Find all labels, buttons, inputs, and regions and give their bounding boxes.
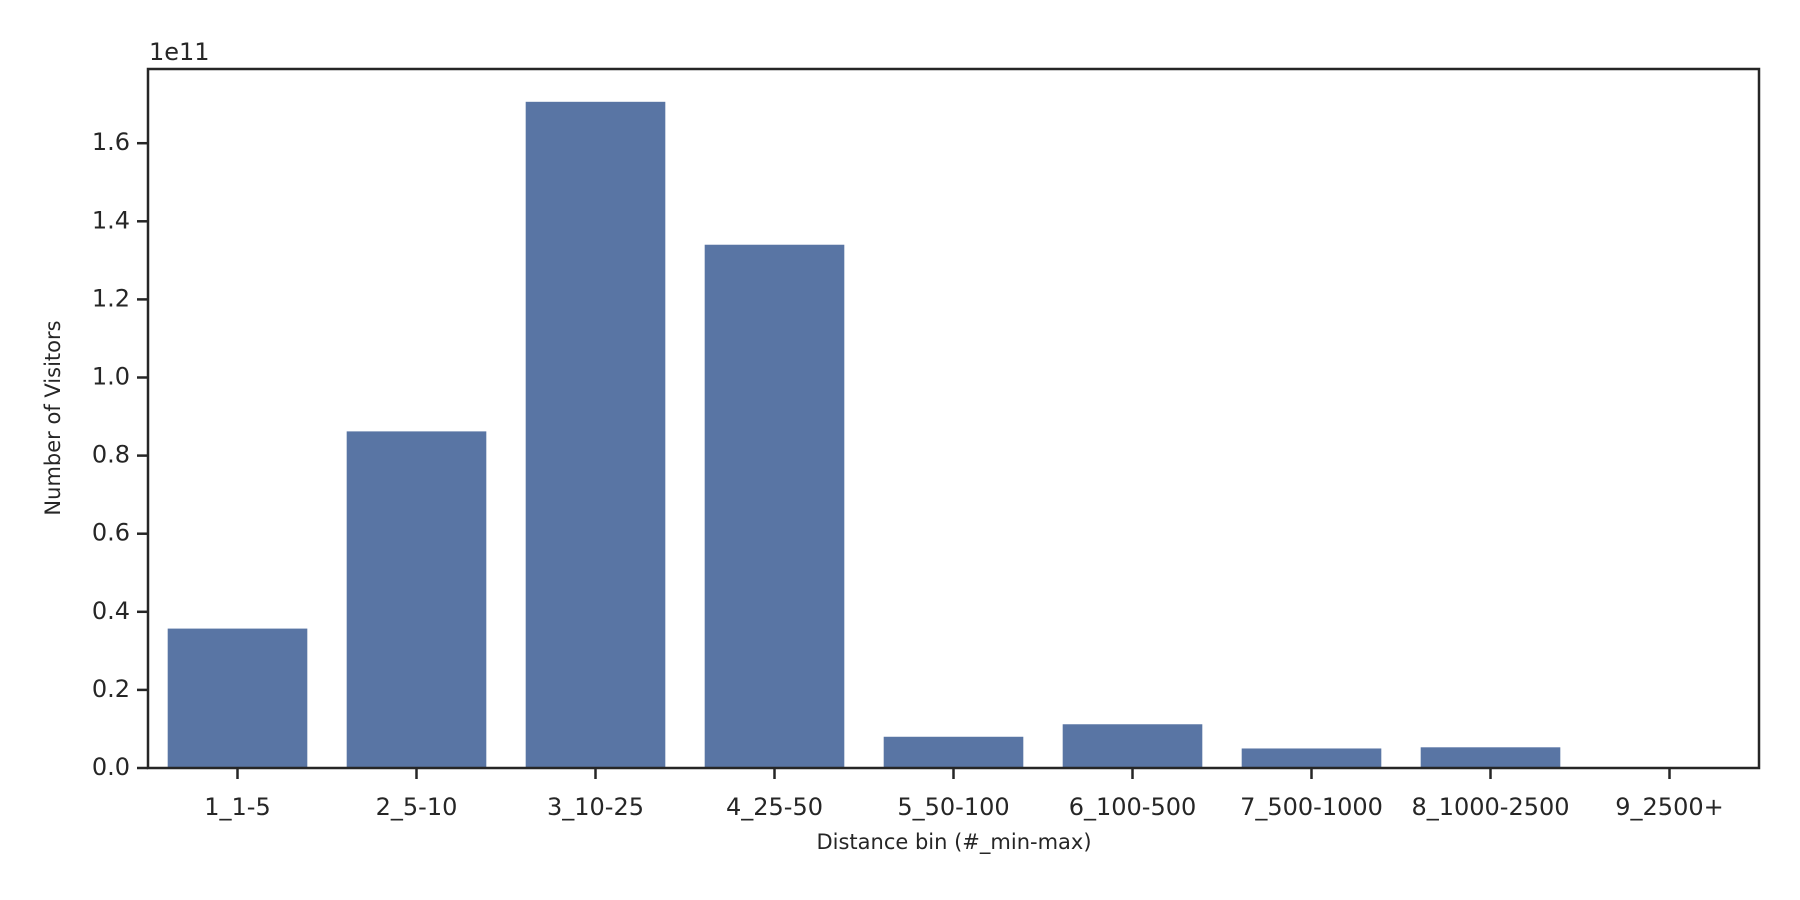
bar: [1241, 748, 1382, 768]
bar: [704, 244, 845, 768]
y-tick-label: 0.6: [92, 519, 130, 547]
y-tick-label: 1.2: [92, 284, 130, 312]
bar: [346, 431, 487, 768]
y-tick-label: 1.0: [92, 362, 130, 390]
x-axis-label: Distance bin (#_min-max): [816, 830, 1091, 855]
x-tick-label: 8_1000-2500: [1411, 793, 1569, 821]
x-tick-label: 5_50-100: [897, 793, 1009, 821]
y-offset-label: 1e11: [149, 38, 210, 66]
plot-frame: [146, 67, 1761, 770]
bar: [883, 736, 1024, 768]
y-tick-label: 0.8: [92, 441, 130, 469]
x-tick-label: 2_5-10: [376, 793, 458, 821]
x-tick-label: 3_10-25: [547, 793, 644, 821]
bar: [525, 101, 666, 768]
y-tick-label: 0.0: [92, 753, 130, 781]
x-tick-label: 1_1-5: [204, 793, 270, 821]
y-axis-label: Number of Visitors: [41, 320, 65, 515]
y-tick-label: 1.6: [92, 128, 130, 156]
bar: [1062, 724, 1203, 768]
x-tick-label: 9_2500+: [1615, 793, 1723, 821]
y-tick-label: 1.4: [92, 206, 130, 234]
x-tick-label: 7_500-1000: [1240, 793, 1383, 821]
bar: [167, 628, 308, 768]
y-tick-label: 0.4: [92, 597, 130, 625]
x-tick-label: 6_100-500: [1069, 793, 1197, 821]
x-tick-label: 4_25-50: [726, 793, 823, 821]
bar: [1420, 747, 1561, 768]
y-tick-label: 0.2: [92, 675, 130, 703]
